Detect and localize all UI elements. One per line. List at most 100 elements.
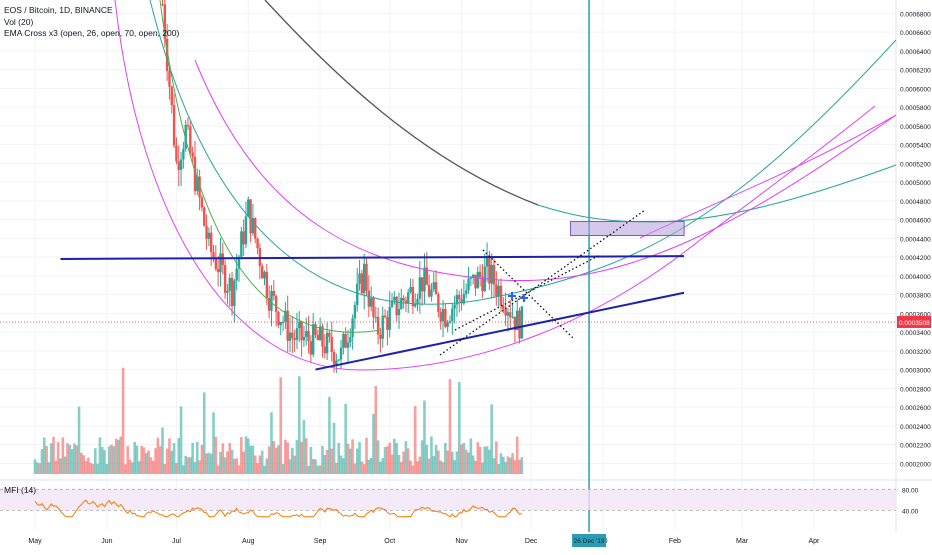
volume-bar <box>126 446 130 474</box>
candle-body <box>189 126 192 153</box>
candle-body <box>279 322 282 326</box>
volume-bar <box>70 449 74 474</box>
mfi-line <box>34 499 522 518</box>
candle-body <box>511 316 514 318</box>
time-tick-label: Jun <box>101 538 112 545</box>
volume-bar <box>107 446 111 474</box>
price-tick-label: 0.0003200 <box>900 349 931 356</box>
volume-bar <box>103 450 106 474</box>
volume-bar <box>221 443 225 474</box>
price-tick-label: 0.0004800 <box>900 199 931 206</box>
candle-body <box>198 176 201 198</box>
volume-bar <box>321 445 324 474</box>
candle-body <box>237 256 241 269</box>
price-tick-label: 0.0005400 <box>900 143 931 150</box>
candle-body <box>177 161 180 170</box>
candle-body <box>411 286 415 307</box>
candle-body <box>325 332 329 354</box>
volume-bar <box>219 451 222 474</box>
candle-body <box>407 292 410 304</box>
candle-body <box>191 152 194 157</box>
volume-bar <box>237 465 241 474</box>
time-tick-label: Feb <box>669 538 681 545</box>
volume-bar <box>119 436 123 474</box>
volume-bar <box>413 406 417 474</box>
volume-bar <box>444 442 447 474</box>
candle-body <box>281 321 285 323</box>
candle-body <box>495 284 498 297</box>
volume-bar <box>223 457 227 474</box>
volume-bar <box>84 461 88 474</box>
volume-bar <box>170 450 174 474</box>
volume-bar <box>233 458 236 474</box>
volume-bar <box>40 449 44 474</box>
volume-bar <box>330 448 334 474</box>
volume-bar <box>158 446 162 474</box>
volume-bar <box>191 442 194 474</box>
volume-bar <box>251 445 255 474</box>
candle-body <box>223 264 227 293</box>
volume-bar <box>404 441 408 474</box>
volume-bar <box>478 446 482 474</box>
volume-bar <box>420 440 424 474</box>
volume-bar <box>469 438 473 474</box>
volume-bar <box>279 377 283 474</box>
candle-body <box>284 310 287 322</box>
volume-bar <box>360 461 364 474</box>
candle-body <box>251 218 255 234</box>
volume-bar <box>182 465 185 474</box>
candle-body <box>402 297 405 301</box>
target-box <box>570 220 685 237</box>
volume-bar <box>177 438 181 474</box>
candle-body <box>249 199 252 234</box>
candle-body <box>323 346 326 354</box>
volume-indicator-label[interactable]: Vol (20) <box>4 16 34 27</box>
volume-bar <box>418 456 422 474</box>
candle-body <box>203 207 206 226</box>
candle-body <box>358 273 361 284</box>
volume-bar <box>38 463 41 474</box>
arc-green <box>159 0 381 333</box>
candle-body <box>356 283 359 306</box>
candle-body <box>300 321 303 341</box>
volume-bar <box>281 463 285 474</box>
volume-bar <box>295 440 299 474</box>
volume-bar <box>344 403 347 474</box>
mfi-indicator-label[interactable]: MFI (14) <box>4 485 37 495</box>
ema-indicator-label[interactable]: EMA Cross x3 (open, 26, open, 70, open, … <box>4 28 180 38</box>
candle-body <box>163 4 167 39</box>
candle-body <box>314 324 317 335</box>
volume-bar <box>242 451 245 474</box>
price-tick-label: 0.0005000 <box>900 180 931 187</box>
candle-body <box>509 312 512 318</box>
time-tick-label: Dec <box>525 538 538 545</box>
candle-body <box>332 351 336 365</box>
volume-bar <box>66 443 69 474</box>
volume-bar <box>355 448 359 474</box>
candle-body <box>212 252 215 258</box>
candles <box>161 0 524 374</box>
volume-bar <box>450 451 454 474</box>
volume-bar <box>423 400 426 474</box>
candle-body <box>471 274 475 278</box>
candle-body <box>460 299 463 304</box>
volume-bar <box>260 450 264 474</box>
candle-body <box>439 311 442 322</box>
volume-bar <box>490 404 494 474</box>
volume-bar <box>362 464 366 474</box>
volume-bar <box>397 455 401 474</box>
current-price-label: 0.0003508 <box>899 320 930 327</box>
volume-bar <box>214 436 218 474</box>
candle-body <box>465 290 468 295</box>
volume-bar <box>195 442 199 474</box>
volume-bar <box>395 443 398 474</box>
volume-bar <box>497 464 500 474</box>
candle-body <box>339 347 343 360</box>
volume-bar <box>45 446 48 474</box>
volume-bar <box>383 447 387 474</box>
volume-bar <box>448 379 452 474</box>
volume-bar <box>328 396 331 474</box>
symbol-title[interactable]: EOS / Bitcoin, 1D, BINANCE <box>4 5 113 15</box>
